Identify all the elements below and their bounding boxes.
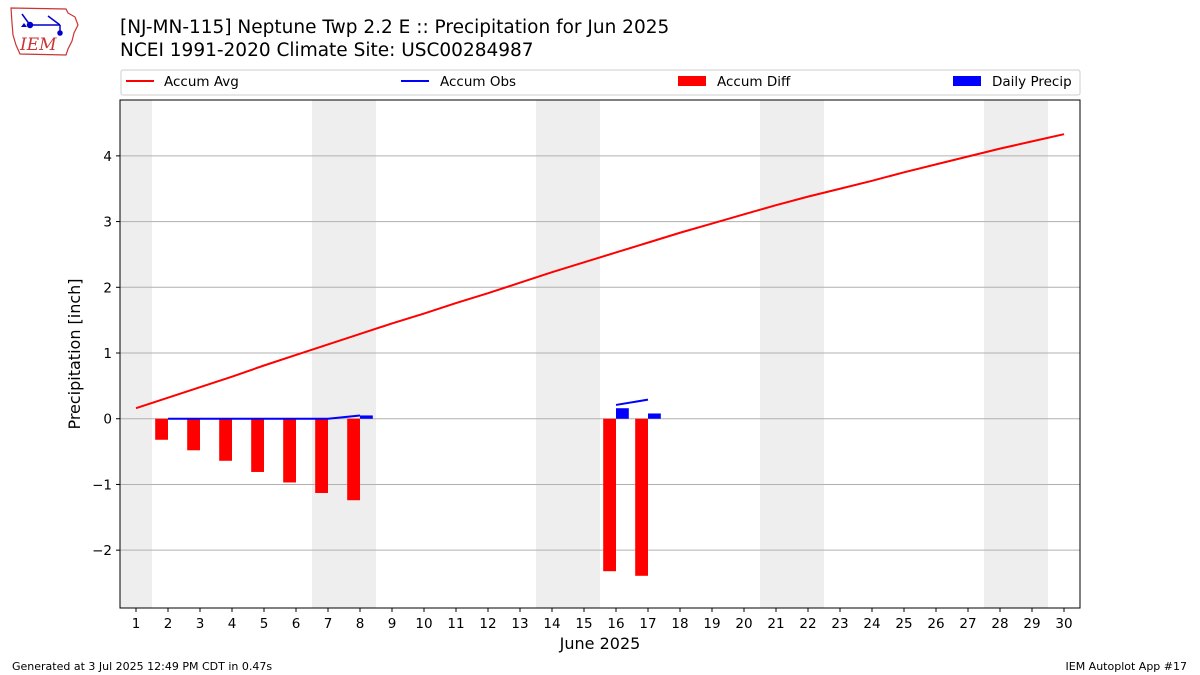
y-tick-label: −2 [92, 543, 112, 559]
weekend-bands [120, 100, 1048, 608]
y-tick-label: 4 [103, 149, 112, 165]
grid-lines [120, 155, 1080, 551]
x-axis-ticks: 1 2 3 4 5 6 7 8 9 10 11 12 13 14 15 16 17 18 19 20 21 22 23 24 2… [132, 608, 1073, 632]
x-tick-label: 13 [511, 616, 528, 632]
x-tick-label: 28 [991, 616, 1008, 632]
x-tick-label: 24 [863, 616, 880, 632]
iowa-outline-icon [10, 7, 79, 56]
legend-label-daily-precip: Daily Precip [992, 74, 1072, 90]
y-tick-label: 0 [103, 412, 112, 428]
x-tick-label: 1 [132, 616, 141, 632]
x-tick-label: 7 [324, 616, 333, 632]
chart-subtitle: NCEI 1991-2020 Climate Site: USC00284987 [120, 40, 534, 61]
y-tick-label: 2 [103, 280, 112, 296]
daily-precip-bar [648, 413, 661, 419]
legend-swatch-daily-precip [953, 76, 981, 86]
accum-diff-bar [347, 418, 360, 501]
x-tick-label: 8 [356, 616, 365, 632]
accum-diff-bar [283, 418, 296, 483]
x-tick-label: 21 [767, 616, 784, 632]
x-tick-label: 30 [1055, 616, 1072, 632]
accum-diff-bar [187, 418, 200, 451]
bar-marks [155, 408, 661, 576]
accum-diff-bar [635, 418, 648, 576]
weekend-band [536, 100, 600, 608]
x-tick-label: 17 [639, 616, 656, 632]
plot-frame [119, 99, 1081, 609]
x-axis-label: June 2025 [559, 634, 641, 653]
weather-station-icon [21, 13, 63, 36]
accum-diff-bar [251, 418, 264, 472]
x-tick-label: 15 [575, 616, 592, 632]
daily-precip-bar [360, 415, 373, 419]
y-tick-label: 1 [103, 346, 112, 362]
footer-generated-text: Generated at 3 Jul 2025 12:49 PM CDT in … [12, 660, 273, 673]
footer-app-text: IEM Autoplot App #17 [1065, 660, 1188, 673]
x-tick-label: 5 [260, 616, 269, 632]
x-tick-label: 11 [447, 616, 464, 632]
y-tick-label: −1 [92, 477, 112, 493]
x-tick-label: 19 [703, 616, 720, 632]
accum-diff-bar [219, 418, 232, 461]
iem-logo: IEM [10, 7, 79, 56]
logo-text: IEM [19, 35, 57, 55]
legend: Accum Avg Accum Obs Accum Diff Daily Pre… [120, 69, 1081, 96]
legend-label-accum-diff: Accum Diff [717, 74, 791, 90]
x-tick-label: 4 [228, 616, 237, 632]
x-tick-label: 25 [895, 616, 912, 632]
x-tick-label: 26 [927, 616, 944, 632]
x-tick-label: 22 [799, 616, 816, 632]
y-tick-label: 3 [103, 215, 112, 231]
weekend-band [760, 100, 824, 608]
line-series [135, 133, 1065, 420]
x-tick-label: 18 [671, 616, 688, 632]
x-tick-label: 2 [164, 616, 173, 632]
legend-label-accum-avg: Accum Avg [164, 74, 239, 90]
legend-swatch-accum-diff [678, 76, 706, 86]
legend-label-accum-obs: Accum Obs [440, 74, 516, 90]
x-tick-label: 29 [1023, 616, 1040, 632]
x-tick-label: 20 [735, 616, 752, 632]
accum-diff-bar [315, 418, 328, 493]
accum-obs-line [615, 398, 649, 406]
weekend-band [984, 100, 1048, 608]
x-tick-label: 6 [292, 616, 301, 632]
x-tick-label: 16 [607, 616, 624, 632]
daily-precip-bar [616, 408, 629, 419]
legend-box [120, 69, 1081, 96]
chart-title: [NJ-MN-115] Neptune Twp 2.2 E :: Precipi… [120, 17, 670, 38]
accum-diff-bar [155, 418, 168, 440]
weekend-band [120, 100, 152, 608]
x-tick-label: 10 [415, 616, 432, 632]
x-tick-label: 27 [959, 616, 976, 632]
weekend-band [312, 100, 376, 608]
x-tick-label: 14 [543, 616, 560, 632]
y-axis-ticks: −2 −1 0 1 2 3 4 [92, 149, 120, 559]
x-tick-label: 12 [479, 616, 496, 632]
accum-diff-bar [603, 418, 616, 572]
y-axis-label: Precipitation [inch] [65, 278, 84, 429]
x-tick-label: 23 [831, 616, 848, 632]
x-tick-label: 9 [388, 616, 397, 632]
accum-avg-line [135, 133, 1065, 410]
x-tick-label: 3 [196, 616, 205, 632]
accum-obs-line [168, 414, 361, 420]
